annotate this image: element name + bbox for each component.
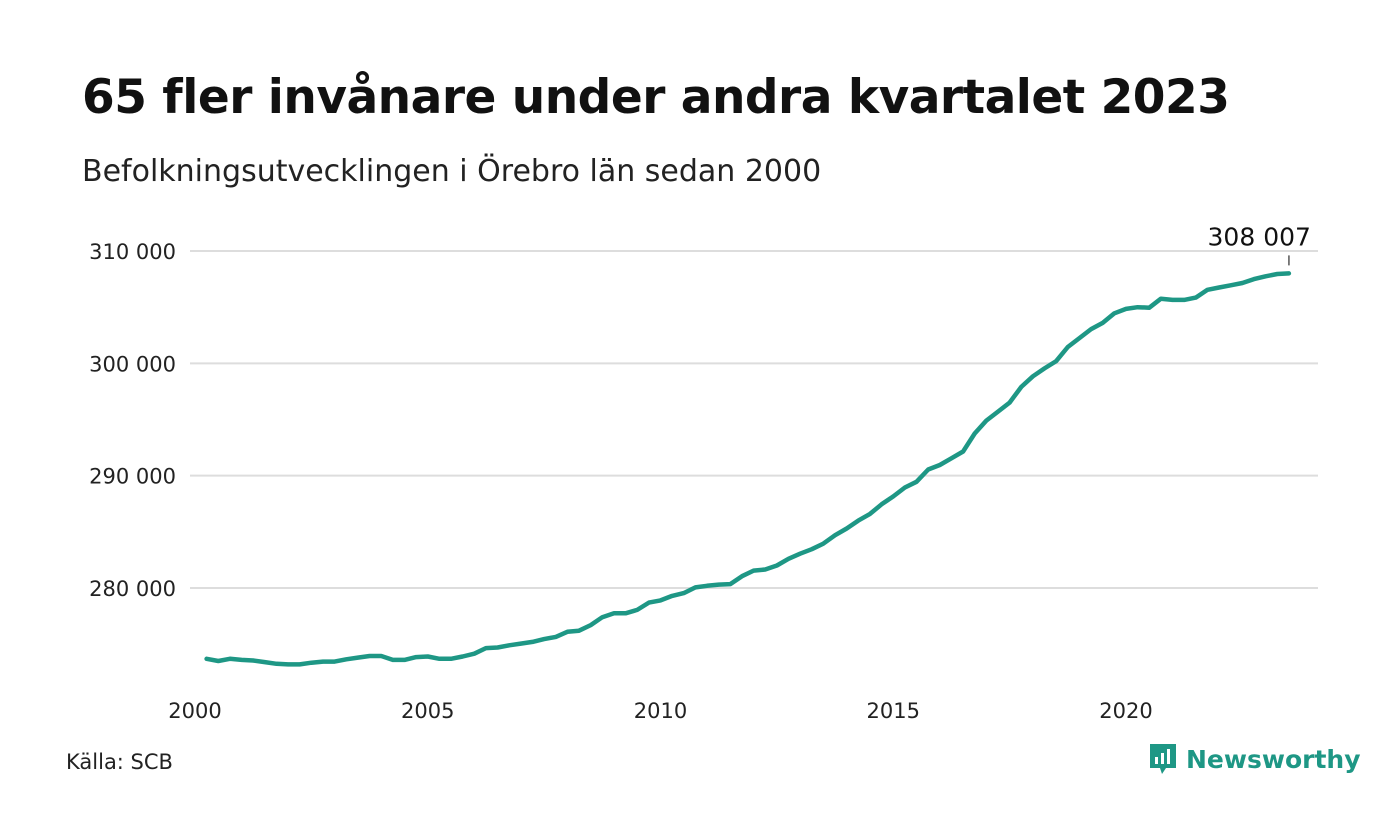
x-tick-label: 2005 — [401, 699, 454, 723]
chart-subtitle: Befolkningsutvecklingen i Örebro län sed… — [82, 154, 822, 189]
x-tick-label: 2010 — [634, 699, 687, 723]
y-tick-label: 300 000 — [89, 352, 176, 376]
line-chart: 280 000 290 000 300 000 310 000 2000 2005 2010… — [89, 222, 1318, 723]
newsworthy-logo-icon — [1150, 744, 1176, 774]
y-tick-label: 280 000 — [89, 577, 176, 601]
brand-name: Newsworthy — [1186, 744, 1361, 774]
x-tick-label: 2020 — [1099, 699, 1152, 723]
x-tick-label: 2015 — [867, 699, 920, 723]
series-line — [204, 271, 1292, 667]
y-tick-label: 290 000 — [89, 465, 176, 489]
y-tick-label: 310 000 — [89, 240, 176, 264]
x-tick-label: 2000 — [168, 699, 221, 723]
chart-title: 65 fler invånare under andra kvartalet 2… — [82, 70, 1230, 125]
source-note: Källa: SCB — [66, 750, 173, 774]
brand-logo[interactable]: Newsworthy — [1148, 742, 1361, 776]
end-value-label: 308 007 — [1208, 222, 1311, 251]
